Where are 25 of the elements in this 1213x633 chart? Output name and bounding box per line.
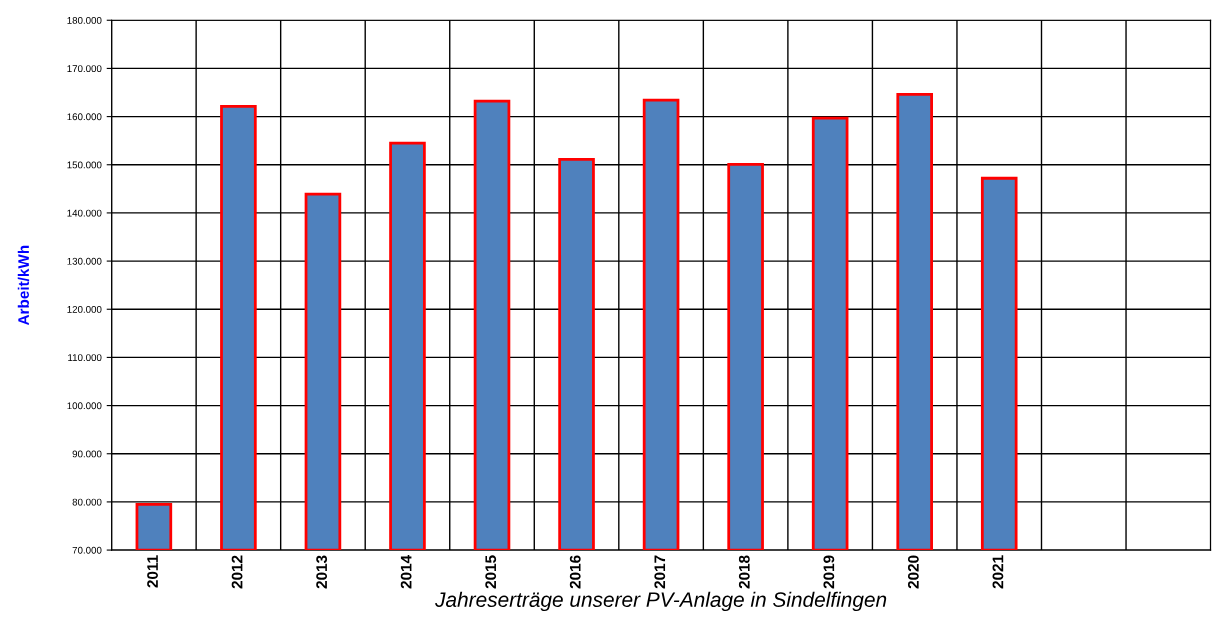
y-tick-label: 120.000 [67,305,102,313]
y-axis-title: Arbeit/kWh [17,245,30,326]
y-tick-label: 140.000 [67,209,102,217]
y-tick-label: 160.000 [67,113,102,121]
x-tick-label: 2019 [823,555,835,589]
y-tick-label: 100.000 [67,402,102,410]
x-tick-label: 2018 [738,555,750,589]
x-tick-label: 2012 [231,555,243,589]
x-tick-label: 2020 [907,555,919,589]
x-tick-label: 2021 [992,555,1004,589]
y-tick-label: 90.000 [72,450,102,458]
x-tick-label: 2013 [316,555,328,589]
y-tick-label: 180.000 [67,16,102,24]
y-tick-label: 110.000 [68,354,102,362]
y-tick-label: 130.000 [67,257,102,265]
y-tick-label: 170.000 [67,65,102,73]
x-axis-title: Jahreserträge unserer PV-Anlage in Sindelfingen [435,591,887,612]
y-tick-label: 80.000 [72,498,102,506]
x-tick-label: 2011 [147,555,158,588]
y-tick-label: 150.000 [67,161,102,169]
x-tick-label: 2015 [485,555,497,589]
x-tick-label: 2016 [569,555,581,589]
x-tick-label: 2017 [654,555,666,589]
y-tick-label: 70.000 [72,546,102,554]
x-tick-label: 2014 [400,555,412,589]
